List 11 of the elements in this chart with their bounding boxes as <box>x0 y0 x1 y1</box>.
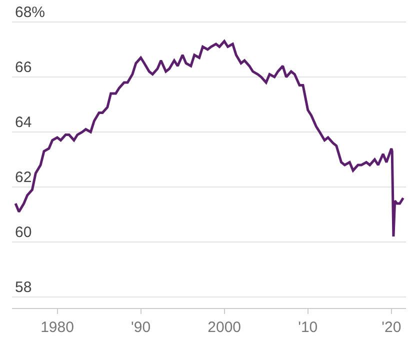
y-tick-label: 58 <box>15 278 32 296</box>
x-tick-label: '10 <box>298 319 318 336</box>
y-tick-label: 68% <box>15 4 46 21</box>
x-tick-label: '90 <box>131 319 151 336</box>
y-tick-label: 60 <box>15 224 32 241</box>
y-tick-label: 64 <box>15 114 32 131</box>
x-tick-label: '20 <box>382 319 402 336</box>
x-tick-label: 1980 <box>40 319 74 336</box>
y-tick-label: 62 <box>15 168 32 186</box>
x-tick-label: 2000 <box>208 319 242 336</box>
y-tick-label: 66 <box>15 58 32 76</box>
